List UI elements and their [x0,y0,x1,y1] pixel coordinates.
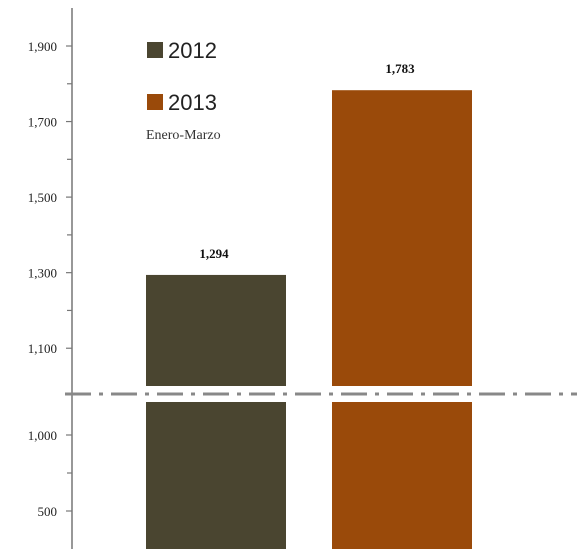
y-tick-label: 500 [38,504,58,519]
legend-label-2012: 2012 [168,38,217,63]
legend-swatch-2012 [147,42,163,58]
y-tick-label: 1,100 [28,341,57,356]
y-tick-label: 1,000 [28,428,57,443]
chart-subtitle: Enero-Marzo [146,128,221,143]
y-tick-label: 1,300 [28,266,57,281]
bar-upper-2012 [146,274,286,386]
data-label-2012: 1,294 [199,246,229,261]
y-tick-label: 1,900 [28,39,57,54]
bar-lower-2012 [146,402,286,549]
bar-upper-2013 [332,90,472,386]
y-tick-label: 1,700 [28,115,57,130]
data-label-2013: 1,783 [385,61,415,76]
legend-label-2013: 2013 [168,90,217,115]
y-tick-label: 1,500 [28,190,57,205]
legend-swatch-2013 [147,94,163,110]
bar-lower-2013 [332,402,472,549]
